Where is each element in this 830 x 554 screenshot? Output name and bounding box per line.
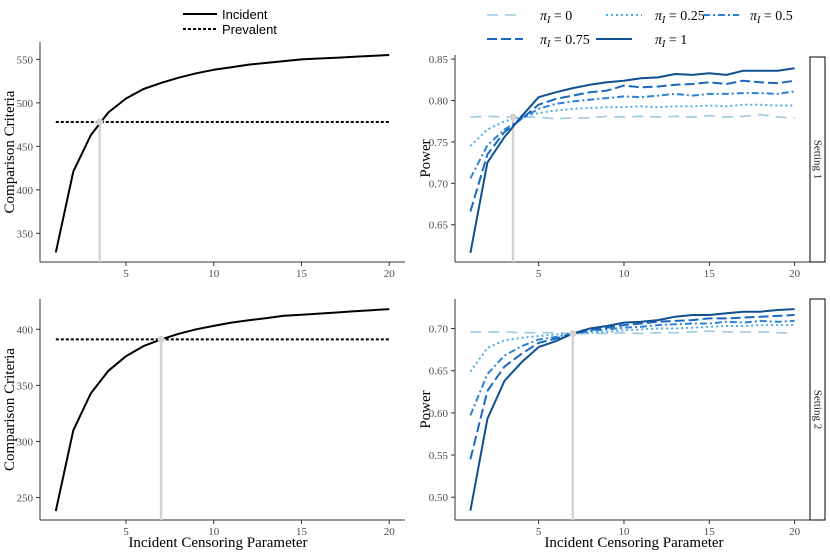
x-axis-label-left: Incident Censoring Parameter — [128, 535, 307, 551]
y-tick-label: 0.65 — [429, 220, 449, 232]
y-tick-label: 300 — [17, 436, 34, 448]
x-tick-label: 5 — [123, 268, 129, 280]
panel-top-left: 5 10 15 20 350 400 450 500 550 Comparison Criteri… — [2, 42, 405, 280]
y-tick-label: 0.55 — [429, 450, 449, 462]
facet-strip-label: Setting 1 — [812, 140, 824, 179]
x-tick-label: 10 — [208, 268, 220, 280]
y-tick-label: 250 — [17, 493, 34, 505]
facet-strip-label: Setting 2 — [812, 390, 824, 429]
legend-label-pi1: πI = 1 — [655, 33, 687, 50]
y-tick-label: 400 — [17, 185, 34, 197]
panel-bottom-left: 5 10 15 20 250 300 350 400 Comparison Criteria — [2, 299, 405, 538]
x-axis-label-right: Incident Censoring Parameter — [544, 535, 723, 551]
x-tick-label: 20 — [384, 526, 396, 538]
x-tick-label: 5 — [536, 526, 542, 538]
legend-label-pi075: πI = 0.75 — [540, 33, 590, 50]
legend-label-pi025: πI = 0.25 — [655, 9, 705, 26]
x-tick-label: 15 — [296, 268, 308, 280]
y-tick-label: 350 — [17, 380, 34, 392]
threshold-point — [96, 118, 104, 126]
panel-bottom-right: 5 10 15 20 0.50 0.55 0.60 0.65 0.70 Power Setting … — [418, 298, 826, 538]
x-tick-label: 10 — [618, 268, 630, 280]
y-tick-label: 500 — [17, 98, 34, 110]
legend-left: Incident Prevalent — [183, 7, 277, 37]
series-line-pi1 — [469, 308, 795, 511]
y-tick-label: 450 — [17, 141, 34, 153]
y-axis-label: Comparison Criteria — [2, 90, 18, 213]
series-line-pi05 — [469, 319, 795, 416]
y-axis-label: Power — [418, 390, 434, 428]
x-tick-label: 10 — [618, 526, 630, 538]
series-line-incident — [54, 308, 390, 512]
series-line-pi1 — [469, 67, 795, 254]
x-tick-label: 10 — [208, 526, 220, 538]
series-line-pi05 — [469, 90, 795, 179]
x-tick-label: 15 — [704, 526, 716, 538]
y-tick-label: 0.70 — [429, 324, 449, 336]
legend-label-pi05: πI = 0.5 — [750, 9, 793, 26]
x-tick-label: 15 — [296, 526, 308, 538]
y-tick-label: 0.80 — [429, 96, 449, 108]
y-tick-label: 350 — [17, 228, 34, 240]
facet-strip — [809, 298, 826, 521]
y-tick-label: 0.50 — [429, 492, 449, 504]
legend-right: πI = 0 πI = 0.25 πI = 0.5 πI = 0.75 πI = 1 — [487, 9, 793, 50]
y-tick-label: 550 — [17, 54, 34, 66]
x-tick-label: 20 — [789, 268, 801, 280]
y-tick-label: 0.60 — [429, 408, 449, 420]
series-line-pi025 — [469, 324, 795, 373]
series-line-pi075 — [469, 79, 795, 212]
y-tick-label: 0.70 — [429, 178, 449, 190]
y-tick-label: 0.65 — [429, 366, 449, 378]
panel-top-right: 5 10 15 20 0.65 0.70 0.75 0.80 0.85 Power Setting … — [418, 54, 826, 280]
y-tick-label: 0.75 — [429, 137, 449, 149]
x-tick-label: 5 — [536, 268, 542, 280]
series-line-pi0 — [470, 330, 795, 335]
x-tick-label: 5 — [123, 526, 129, 538]
y-tick-label: 400 — [17, 324, 34, 336]
legend-prevalent-label: Prevalent — [222, 22, 277, 37]
y-axis-label: Comparison Criteria — [2, 348, 18, 471]
facet-strip — [809, 56, 826, 263]
y-tick-label: 0.85 — [429, 54, 449, 66]
x-tick-label: 15 — [704, 268, 716, 280]
legend-incident-label: Incident — [222, 7, 268, 22]
series-line-incident — [54, 54, 390, 253]
series-line-pi075 — [469, 314, 795, 460]
threshold-point — [509, 113, 517, 121]
series-line-pi025 — [469, 103, 795, 147]
legend-label-pi0: πI = 0 — [540, 9, 572, 26]
y-axis-label: Power — [418, 139, 434, 177]
x-tick-label: 20 — [384, 268, 396, 280]
threshold-point — [569, 330, 577, 338]
threshold-point — [157, 335, 165, 343]
x-tick-label: 20 — [789, 526, 801, 538]
